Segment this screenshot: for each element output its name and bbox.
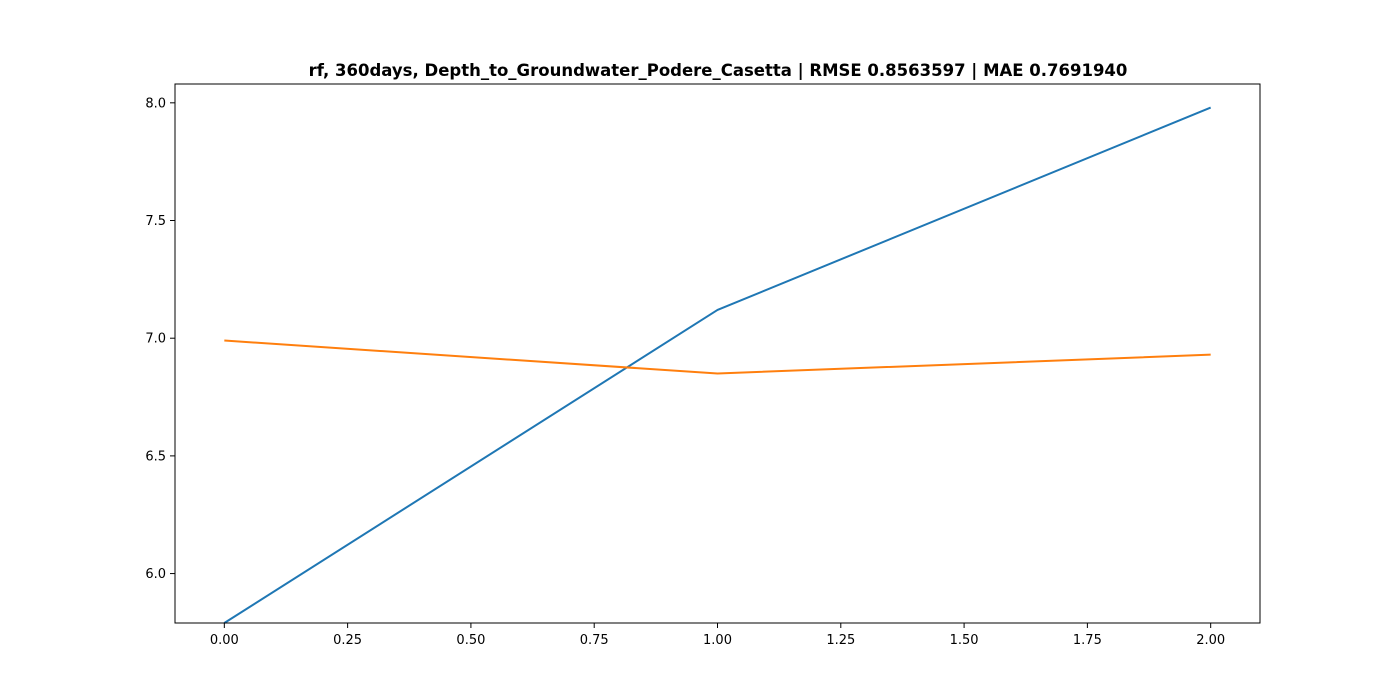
series-layer	[223, 106, 1212, 624]
y-tick-label: 7.0	[145, 332, 166, 347]
x-tick-label: 2.00	[1196, 633, 1225, 648]
series-line-0	[223, 106, 1212, 624]
series-line-1	[224, 339, 1211, 375]
y-tick-label: 6.5	[145, 449, 166, 464]
x-tick-label: 0.00	[210, 633, 239, 648]
x-tick-label: 0.75	[580, 633, 609, 648]
y-tick-label: 8.0	[145, 96, 166, 111]
x-tick-label: 0.25	[333, 633, 362, 648]
x-tick-label: 1.50	[950, 633, 979, 648]
y-tick-label: 6.0	[145, 567, 166, 582]
x-tick-label: 1.25	[826, 633, 855, 648]
x-tick-label: 1.00	[703, 633, 732, 648]
x-tick-label: 1.75	[1073, 633, 1102, 648]
y-tick-label: 7.5	[145, 214, 166, 229]
y-axis: 6.0 6.5 7.0 7.5 8.0	[145, 96, 175, 582]
x-axis: 0.00 0.25 0.50 0.75 1.00 1.25 1.50 1.75 2.00	[210, 623, 1225, 648]
plot-frame	[174, 83, 1261, 624]
x-tick-label: 0.50	[456, 633, 485, 648]
chart-title: rf, 360days, Depth_to_Groundwater_Podere…	[309, 61, 1128, 81]
